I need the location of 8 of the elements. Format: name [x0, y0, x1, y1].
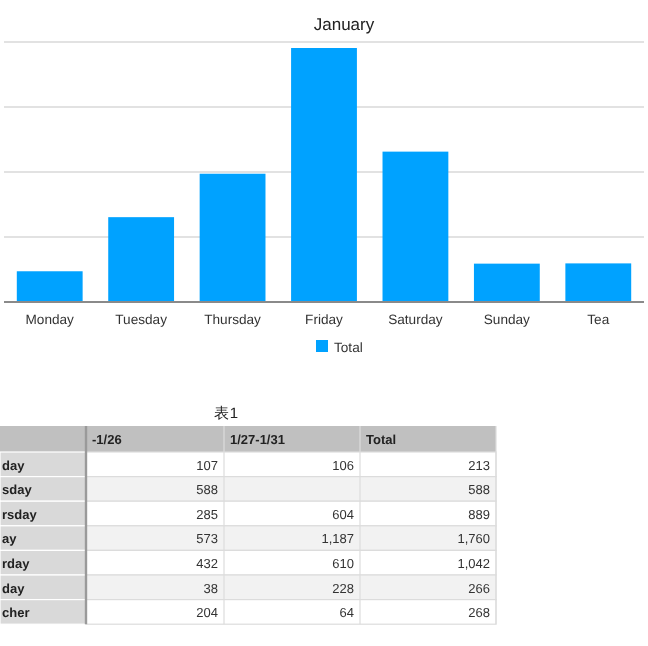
bar: [382, 151, 449, 302]
chart-title: January: [313, 14, 376, 34]
bar: [565, 263, 632, 302]
bar: [473, 263, 540, 302]
bar: [108, 217, 175, 302]
bar: [16, 271, 83, 302]
bar: [291, 48, 357, 302]
bar: [199, 173, 266, 302]
